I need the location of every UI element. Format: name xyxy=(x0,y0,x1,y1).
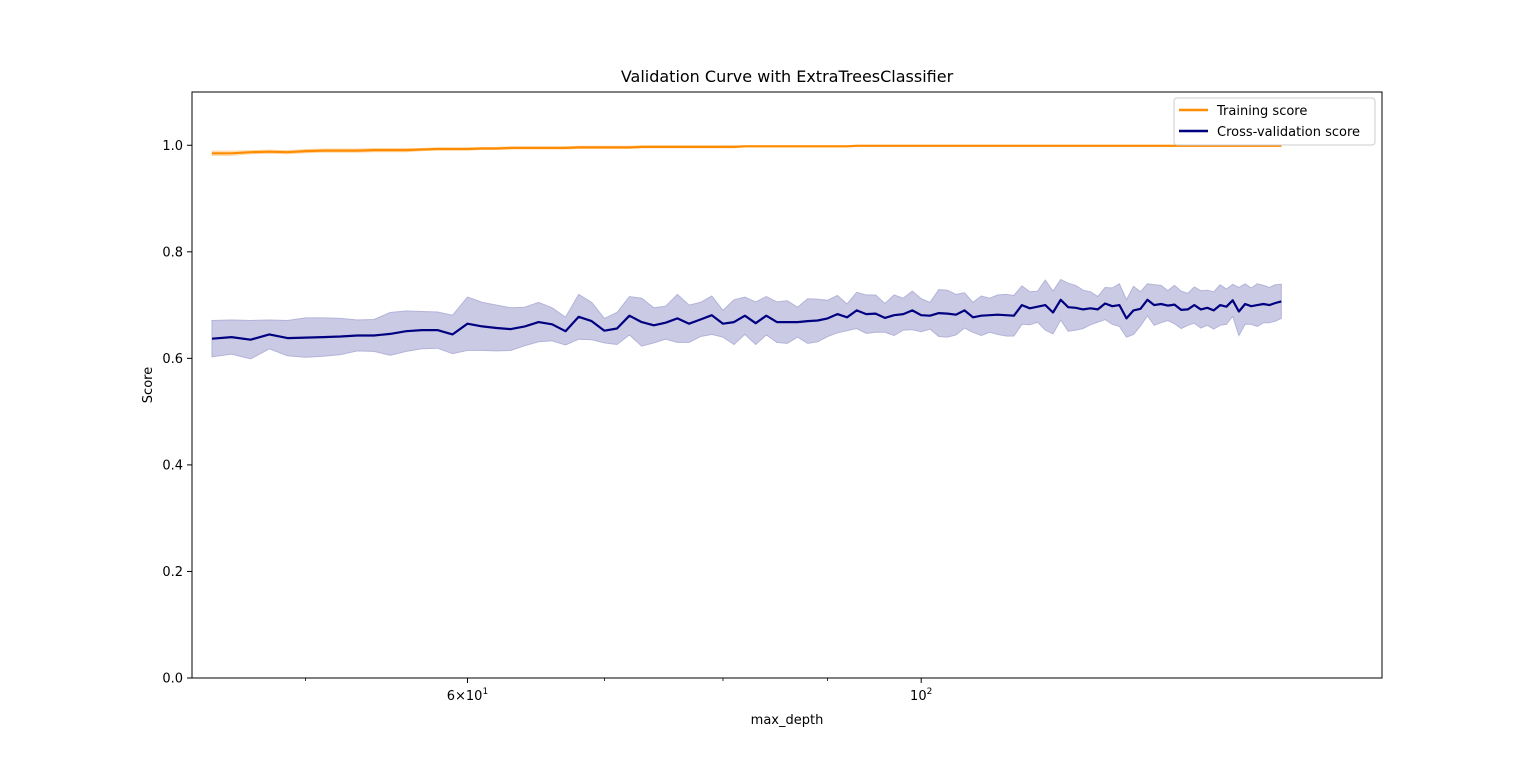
y-tick-label: 0.2 xyxy=(162,565,183,580)
y-tick-label: 0.8 xyxy=(162,245,183,260)
y-axis-label: Score xyxy=(141,367,156,403)
plot-frame xyxy=(191,91,1383,679)
y-tick-label: 0.6 xyxy=(162,352,183,367)
legend-label-cross-validation: Cross-validation score xyxy=(1217,125,1360,140)
x-tick-label: 6×101 xyxy=(447,687,488,704)
x-axis: 6×101 102 xyxy=(305,678,932,704)
x-tick-label: 102 xyxy=(910,687,932,704)
y-axis: 0.0 0.2 0.4 0.6 0.8 1.0 xyxy=(162,139,192,687)
line-cross-validation xyxy=(211,298,1282,341)
y-tick-label: 0.4 xyxy=(162,458,183,473)
y-tick-label: 1.0 xyxy=(162,139,183,154)
score-bands xyxy=(211,144,1282,360)
y-tick-label: 0.0 xyxy=(162,672,183,687)
legend: Training score Cross-validation score xyxy=(1173,97,1376,146)
line-training xyxy=(212,144,1282,155)
x-axis-label: max_depth xyxy=(751,713,824,728)
legend-box xyxy=(1173,97,1376,146)
score-lines xyxy=(211,144,1282,341)
legend-label-training: Training score xyxy=(1216,104,1307,119)
chart-title: Validation Curve with ExtraTreesClassifi… xyxy=(621,67,954,86)
band-cross-validation xyxy=(211,278,1282,360)
